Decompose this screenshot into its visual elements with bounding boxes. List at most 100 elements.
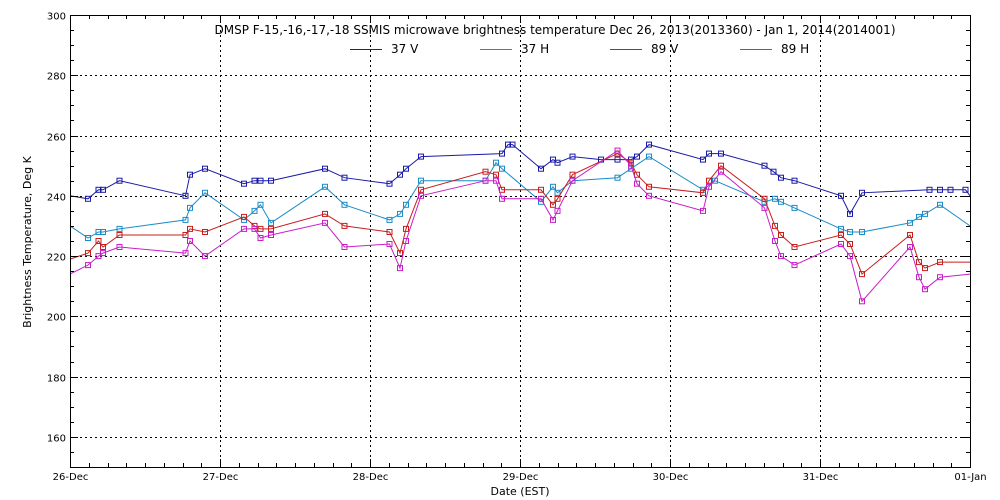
data-point-37-h [646, 153, 652, 160]
series-line-89-v [69, 153, 970, 275]
data-point-89-h [922, 286, 928, 293]
data-point-89-h [761, 204, 768, 211]
data-point-89-h [268, 232, 274, 238]
data-point-37-v [554, 159, 561, 166]
data-point-89-v [554, 195, 561, 202]
data-point-37-v [241, 180, 247, 187]
series-layer [69, 141, 971, 305]
data-point-37-v [778, 174, 784, 181]
series-line-89-h [69, 149, 971, 303]
data-point-89-h [100, 250, 106, 257]
data-point-89-v [569, 171, 576, 178]
data-point-89-h [550, 216, 556, 223]
data-point-89-v [937, 259, 943, 266]
data-point-89-h [859, 298, 865, 305]
data-point-37-v [202, 165, 208, 172]
data-point-89-v [418, 186, 424, 193]
data-point-89-h [257, 235, 264, 241]
data-point-37-h [257, 201, 264, 208]
data-point-37-v [257, 177, 264, 184]
data-point-37-h [386, 216, 393, 223]
data-point-89-v [847, 241, 853, 247]
legend-label-89-v: 89 V [651, 42, 679, 56]
data-point-89-h [838, 241, 844, 247]
data-point-89-v [95, 238, 102, 244]
y-axis-title: Brightness Temperature, Deg K [21, 155, 34, 327]
x-tick-label: 28-Dec [353, 472, 389, 483]
data-point-89-h [646, 192, 652, 199]
data-point-37-v [187, 171, 193, 178]
data-point-37-h [791, 204, 798, 211]
data-point-89-h [907, 244, 913, 250]
data-point-37-h [847, 229, 853, 235]
data-point-89-v [187, 225, 193, 232]
legend-label-89-h: 89 H [781, 42, 809, 56]
data-point-89-h [937, 274, 943, 281]
legend-label-37-v: 37 V [391, 42, 419, 56]
data-point-89-h [187, 238, 193, 244]
data-point-89-v [791, 244, 798, 250]
data-point-37-h [778, 198, 784, 205]
data-point-37-h [182, 216, 189, 223]
data-point-89-v [85, 250, 91, 257]
data-point-37-h [493, 159, 499, 166]
data-point-37-v [322, 165, 328, 172]
data-point-89-h [341, 244, 348, 250]
y-tick-label: 160 [47, 434, 66, 445]
data-point-37-h [550, 183, 556, 190]
data-point-37-h [838, 225, 844, 232]
data-point-89-h [397, 265, 403, 272]
data-point-89-v [116, 232, 123, 238]
data-point-37-v [700, 156, 706, 163]
data-point-37-h [341, 201, 348, 208]
data-point-89-v [202, 229, 208, 235]
data-point-89-h [418, 192, 424, 199]
data-point-37-h [187, 204, 193, 211]
data-point-89-h [916, 274, 922, 281]
data-point-37-h [85, 235, 91, 241]
data-point-37-h [916, 213, 922, 220]
data-point-89-v [838, 232, 844, 238]
data-point-89-v [700, 189, 706, 196]
data-point-89-v [182, 232, 189, 238]
data-point-89-v [482, 168, 489, 175]
data-point-37-v [85, 195, 91, 202]
data-point-89-h [772, 238, 778, 244]
x-tick-label: 27-Dec [203, 472, 239, 483]
data-point-89-v [718, 162, 724, 169]
x-tick-label: 01-Jan [954, 472, 986, 483]
data-point-89-v [241, 213, 247, 220]
data-point-89-v [778, 232, 784, 238]
data-point-37-v [403, 165, 409, 172]
data-point-89-v [772, 222, 778, 229]
data-point-37-v [791, 177, 798, 184]
data-point-37-v [341, 174, 348, 181]
data-point-89-h [386, 241, 393, 247]
data-point-89-h [251, 225, 258, 232]
data-point-89-h [569, 177, 576, 184]
legend-label-37-h: 37 H [521, 42, 549, 56]
data-point-89-h [700, 207, 706, 214]
data-point-89-h [706, 183, 712, 190]
data-point-37-h [772, 195, 778, 202]
x-tick-label: 26-Dec [53, 472, 89, 483]
data-point-89-v [646, 183, 652, 190]
data-point-89-h [116, 244, 123, 250]
x-axis-title: Date (EST) [490, 485, 549, 498]
y-tick-label: 240 [47, 193, 66, 204]
data-point-37-h [937, 201, 943, 208]
data-point-89-v [907, 232, 913, 238]
data-point-37-v [100, 186, 106, 193]
data-point-89-v [916, 259, 922, 266]
data-point-37-v [718, 150, 724, 157]
data-point-89-h [322, 219, 328, 226]
data-point-37-v [847, 210, 853, 217]
data-point-37-v [706, 150, 712, 157]
data-point-89-h [554, 207, 561, 214]
data-point-89-v [922, 265, 928, 272]
data-point-37-v [116, 177, 123, 184]
data-point-37-h [712, 177, 718, 184]
ticks: 26-Dec 27-Dec 28-Dec 29-Dec 30-Dec 31-Dec 01-J… [47, 12, 987, 484]
data-point-37-v [418, 153, 424, 160]
